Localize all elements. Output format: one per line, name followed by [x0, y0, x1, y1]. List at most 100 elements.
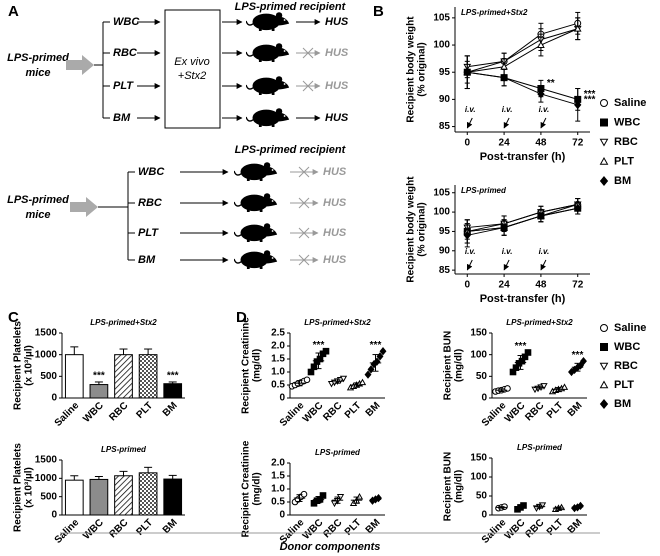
y-axis-label: Recipient BUN: [443, 331, 454, 400]
y-tick-label: 105: [433, 187, 450, 198]
y-tick-label: 105: [433, 13, 450, 24]
significance-label: ***: [167, 371, 179, 382]
y-tick-label: 95: [439, 226, 451, 237]
significance-label: **: [547, 78, 555, 89]
source-label: LPS-primed: [7, 194, 69, 206]
y-tick-label: 150: [470, 453, 487, 464]
legend-label: BM: [614, 175, 631, 187]
footer-label: Donor components: [280, 541, 381, 553]
data-point: [339, 375, 348, 383]
series-line: [467, 28, 578, 68]
mouse: [234, 161, 278, 181]
y-tick-label: 1.5: [271, 471, 285, 482]
x-tick-label: WBC: [503, 400, 528, 425]
y-tick-label: 1.0: [271, 484, 285, 495]
x-tick-label: 48: [535, 280, 547, 291]
injection-arrow: [503, 117, 510, 129]
chart-title: LPS-primed: [517, 443, 563, 452]
x-tick-label: WBC: [301, 517, 326, 542]
x-tick-label: 24: [499, 280, 511, 291]
data-point: [367, 365, 375, 374]
data-point: [319, 492, 327, 499]
x-tick-label: WBC: [301, 400, 326, 425]
legend-marker: [599, 380, 609, 389]
y-tick-label: 1000: [35, 473, 58, 484]
y-tick-label: 50: [476, 371, 488, 382]
chart-title: LPS-primed: [315, 448, 361, 457]
component-label: PLT: [113, 80, 134, 92]
treatment-box: [164, 9, 221, 129]
data-point: [500, 73, 508, 83]
mouse: [246, 42, 290, 62]
y-tick-label: 0: [279, 393, 285, 404]
data-point: [379, 347, 387, 356]
injection-label: i.v.: [502, 247, 513, 256]
y-tick-label: 90: [439, 245, 451, 256]
data-point: [574, 100, 582, 110]
injection-arrow: [466, 117, 473, 129]
outcome-label: HUS: [325, 112, 349, 124]
y-axis-label: Recipient Platelets: [13, 321, 24, 410]
x-tick-label: BM: [364, 400, 383, 419]
data-point: [463, 230, 471, 240]
y-tick-label: 2.5: [271, 328, 285, 339]
data-point: [500, 223, 508, 232]
mouse: [246, 75, 290, 95]
block-cross: [298, 254, 310, 266]
legend-marker: [600, 99, 608, 107]
y-axis-label: (x 10³/µl): [24, 345, 35, 386]
series-line: [467, 203, 578, 229]
x-tick-label: RBC: [107, 400, 130, 423]
y-axis-label: Recipient BUN: [443, 452, 454, 521]
mouse: [234, 249, 278, 269]
y-tick-label: 100: [470, 349, 487, 360]
injection-label: i.v.: [502, 105, 513, 114]
x-tick-label: PLT: [134, 400, 155, 421]
data-point: [580, 357, 587, 366]
y-tick-label: 150: [470, 328, 487, 339]
y-tick-label: 50: [476, 491, 488, 502]
legend-marker: [599, 362, 609, 371]
source-label: LPS-primed: [7, 52, 69, 64]
x-tick-label: 0: [464, 138, 470, 149]
y-axis-label: Recipient body weight: [406, 16, 417, 123]
block-cross: [298, 227, 310, 239]
bar: [114, 475, 133, 516]
series-line: [467, 28, 578, 73]
source-label: mice: [25, 67, 50, 79]
y-tick-label: 100: [470, 472, 487, 483]
y-tick-label: 2.0: [271, 458, 285, 469]
y-axis-label: (mg/dl): [454, 349, 465, 382]
legend-label: WBC: [614, 341, 640, 353]
x-tick-label: BM: [161, 400, 180, 419]
bar: [64, 354, 84, 399]
y-tick-label: 1500: [35, 328, 58, 339]
component-label: BM: [138, 254, 156, 266]
outcome-label: HUS: [325, 16, 349, 28]
y-tick-label: 85: [439, 121, 451, 132]
component-label: RBC: [113, 47, 138, 59]
bar: [138, 354, 158, 399]
y-tick-label: 100: [433, 40, 450, 51]
x-tick-label: 72: [572, 138, 584, 149]
y-tick-label: 85: [439, 265, 451, 276]
y-tick-label: 500: [40, 371, 57, 382]
data-point: [537, 41, 545, 48]
bar: [163, 383, 183, 399]
outcome-label: HUS: [323, 254, 347, 266]
data-point: [500, 62, 508, 70]
series-line: [467, 22, 578, 73]
y-tick-label: 1.0: [271, 367, 285, 378]
bar: [89, 384, 109, 399]
data-point: [358, 378, 367, 386]
y-tick-label: 0: [279, 510, 285, 521]
chart-title: LPS-primed: [461, 186, 507, 195]
x-tick-label: PLT: [545, 517, 566, 538]
data-point: [577, 361, 584, 370]
bar: [114, 354, 133, 399]
data-point: [574, 203, 582, 213]
x-tick-label: WBC: [81, 400, 106, 425]
x-tick-label: RBC: [321, 517, 344, 540]
injection-label: i.v.: [539, 247, 550, 256]
panel-label: A: [8, 3, 19, 20]
